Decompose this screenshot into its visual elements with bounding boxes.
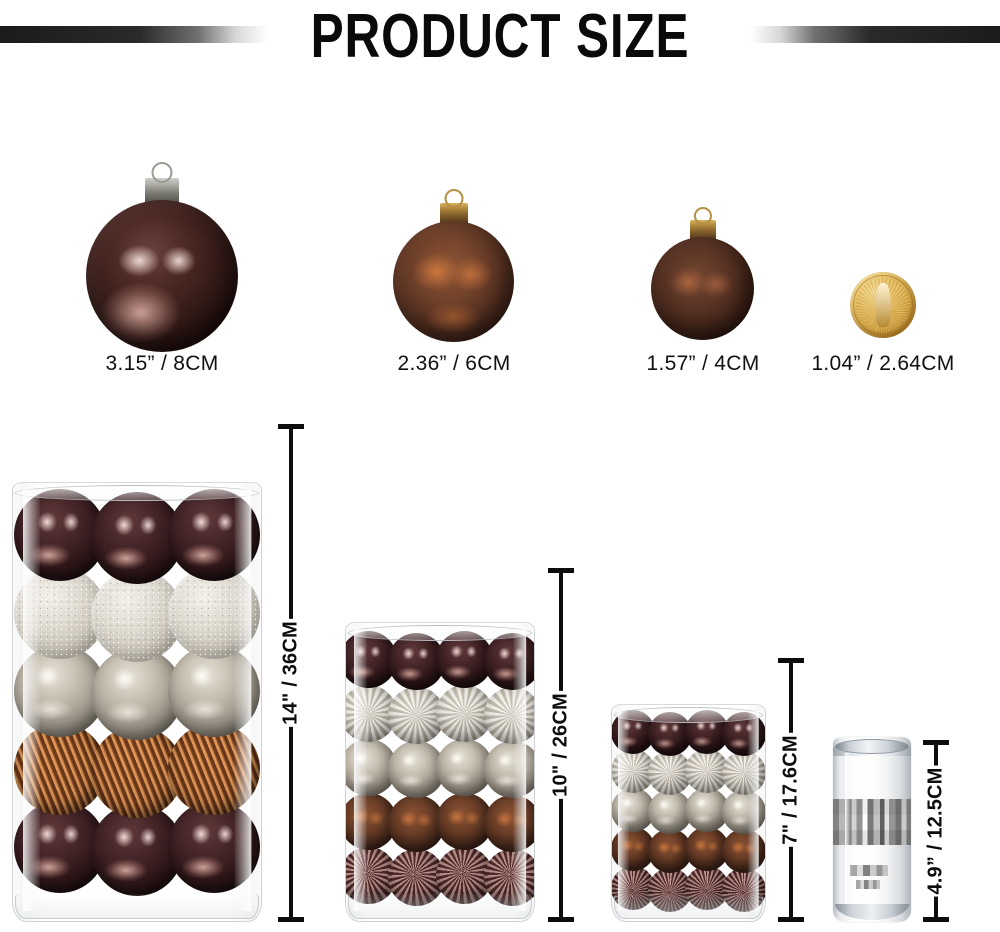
ornament-ball-glossy-dark-brown [168, 489, 260, 581]
ornament-ball-silver-glitter [91, 570, 183, 662]
ornament-ball-shiny-silver [685, 788, 729, 832]
ornament-ball-faceted-silver [648, 750, 692, 795]
ornament-row [612, 710, 765, 756]
dimension-soda-can: 4.9” / 12.5CM [921, 740, 951, 922]
ornament-cap-gold-icon [439, 189, 468, 224]
ornament-ball-matte-copper [722, 828, 765, 873]
dimension-label-tube-large: 14" / 36CM [276, 619, 306, 727]
ornament-ball-shiny-silver [91, 648, 183, 740]
dimension-tube-small: 7" / 17.6CM [776, 658, 806, 922]
page-title: PRODUCT SIZE [310, 2, 690, 71]
ornament-ball-8cm [86, 200, 238, 352]
ornament-ball-matte-copper [685, 827, 729, 871]
ornament-row [13, 489, 261, 584]
tube-small-contents [612, 710, 765, 912]
ornament-row [346, 630, 534, 690]
ornament-ball-4cm [651, 237, 754, 340]
ornament-ball-glossy-dark-brown [91, 804, 183, 896]
can-lid [835, 739, 909, 754]
ornament-row [612, 827, 765, 873]
ornament-ball-shiny-silver [722, 789, 765, 834]
ornament-ball-glossy-dark-brown [91, 492, 183, 584]
coin-rim-icon [853, 275, 913, 335]
ornament-cap-silver-icon [145, 162, 179, 204]
ornament-row [346, 684, 534, 744]
ornament-row [346, 738, 534, 798]
size-label-8cm: 3.15” / 8CM [105, 352, 219, 375]
dimension-tube-large: 14" / 36CM [276, 424, 306, 922]
dimension-label-tube-medium: 10" / 26CM [546, 691, 576, 799]
ornament-ball-swirl-rose [483, 848, 534, 906]
ornament-ball-faceted-silver [685, 749, 729, 793]
size-label-coin: 1.04” / 2.64CM [811, 352, 955, 375]
ornament-ball-fluted-rose [722, 867, 765, 912]
ornament-ball-matte-copper [483, 794, 534, 852]
ornament-ball-6cm [393, 221, 514, 342]
dimension-label-tube-small: 7" / 17.6CM [776, 733, 806, 847]
can-highlight [845, 753, 853, 904]
ornament-row [612, 749, 765, 795]
ornament-ball-glossy-dark-brown [722, 711, 765, 756]
ornament-ball-shiny-silver [387, 740, 445, 798]
ornament-row [612, 788, 765, 834]
ornament-row [346, 792, 534, 852]
ornament-row [346, 846, 534, 906]
soda-can-reference [833, 737, 911, 922]
ornament-ball-shiny-silver [483, 740, 534, 798]
dimension-label-soda-can: 4.9” / 12.5CM [921, 765, 951, 897]
ornament-ball-matte-copper [648, 828, 692, 873]
ball-sample-row: 3.15” / 8CM 2.36” / 6CM 1.57” / 4CM 1.04… [0, 0, 1000, 400]
coin-liberty-figure-icon [875, 282, 891, 328]
ornament-row [612, 866, 765, 912]
ornament-ball-faceted-silver [387, 686, 445, 744]
tube-medium [345, 622, 535, 922]
header-rule-left [0, 26, 268, 43]
ornament-ball-shiny-silver [435, 738, 493, 796]
ornament-ball-faceted-silver [483, 686, 534, 744]
ornament-ball-matte-copper [387, 794, 445, 852]
can-sub-label-2-blurred [856, 880, 880, 889]
ornament-ball-ribbed-copper [91, 726, 183, 818]
header-rule-right [750, 26, 1000, 43]
header: PRODUCT SIZE [0, 0, 1000, 80]
ornament-ball-glossy-dark-brown [387, 632, 445, 690]
ornament-ball-faceted-silver [722, 750, 765, 795]
tube-large-contents [13, 489, 261, 896]
can-sub-label-blurred [850, 865, 888, 876]
tube-medium-contents [346, 630, 534, 906]
ornament-ball-matte-copper [435, 792, 493, 850]
ornament-ball-shiny-silver [648, 789, 692, 834]
size-label-4cm: 1.57” / 4CM [646, 352, 760, 375]
ornament-ball-faceted-silver [435, 684, 493, 742]
ornament-ball-glossy-dark-brown [483, 632, 534, 690]
tube-small [611, 704, 766, 922]
ornament-row [13, 645, 261, 740]
ornament-cap-gold-small-icon [689, 207, 716, 240]
tube-large [12, 482, 262, 922]
size-label-6cm: 2.36” / 6CM [397, 352, 511, 375]
can-base [835, 904, 909, 920]
dimension-tube-medium: 10" / 26CM [546, 568, 576, 922]
gold-coin-reference [850, 272, 916, 338]
